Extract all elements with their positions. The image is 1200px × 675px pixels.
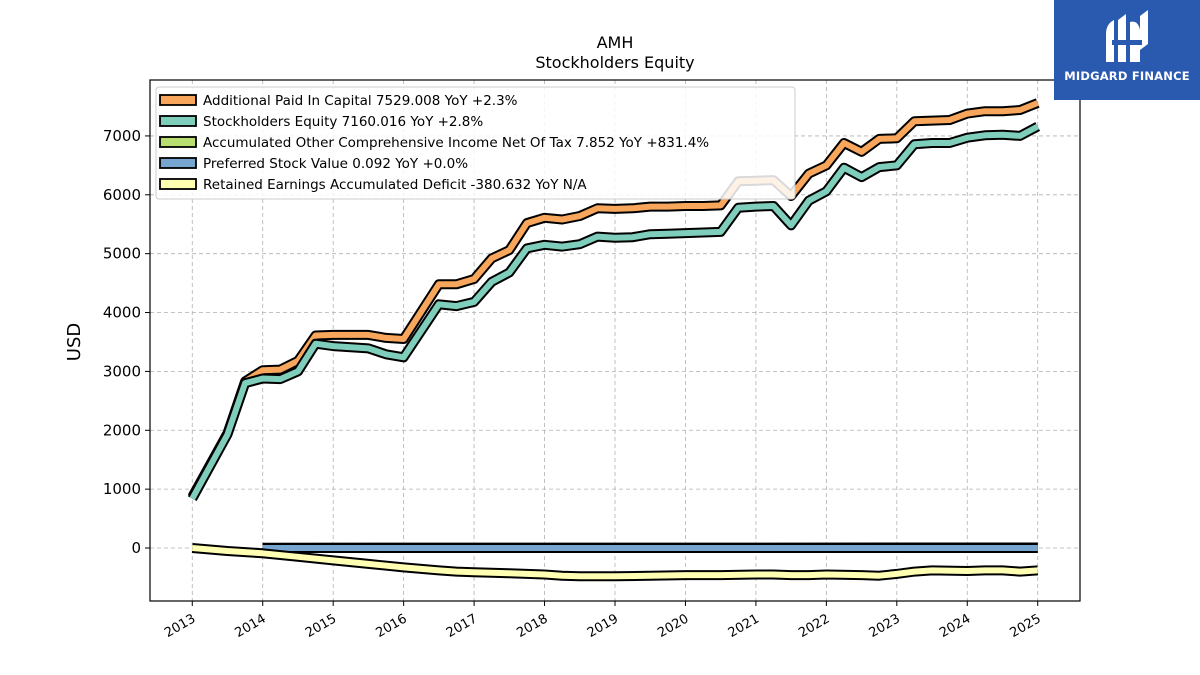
- x-tick-label: 2021: [726, 611, 762, 641]
- x-tick-label: 2025: [1008, 611, 1044, 641]
- chart-subtitle: Stockholders Equity: [535, 53, 694, 72]
- y-tick-label: 5000: [103, 245, 141, 263]
- y-tick-label: 2000: [103, 421, 141, 439]
- x-tick-label: 2016: [373, 611, 409, 641]
- y-tick-label: 4000: [103, 304, 141, 322]
- legend-entry: Additional Paid In Capital 7529.008 YoY …: [203, 93, 518, 109]
- legend-entry: Retained Earnings Accumulated Deficit -3…: [203, 177, 587, 193]
- series-line-retained-earnings-accumulated-deficit: [192, 545, 1038, 580]
- y-axis-label: USD: [64, 323, 85, 361]
- x-tick-label: 2015: [303, 611, 339, 641]
- x-tick-label: 2024: [937, 611, 973, 641]
- x-tick-label: 2023: [867, 611, 903, 641]
- series-line-additional-paid-in-capital: [189, 100, 1039, 499]
- y-tick-label: 6000: [103, 186, 141, 204]
- series-lines: [187, 98, 1041, 582]
- legend-entry: Stockholders Equity 7160.016 YoY +2.8%: [203, 114, 483, 130]
- x-axis-ticks: 2013 2014 2015 2016 2017 2018 2019 2020 2021 2022…: [162, 601, 1044, 641]
- legend-entry: Accumulated Other Comprehensive Income N…: [203, 135, 709, 151]
- x-tick-label: 2018: [514, 611, 550, 641]
- legend-swatch: [159, 178, 197, 190]
- y-tick-label: 3000: [103, 362, 141, 380]
- x-tick-label: 2014: [233, 611, 269, 641]
- x-tick-label: 2020: [655, 611, 691, 641]
- y-tick-label: 1000: [103, 480, 141, 498]
- x-tick-label: 2019: [585, 611, 621, 641]
- legend-swatch: [159, 115, 197, 127]
- y-tick-label: 7000: [103, 127, 141, 145]
- y-tick-label: 0: [131, 539, 141, 557]
- chart-title: AMH: [597, 33, 634, 52]
- midgard-logo-icon: [1106, 10, 1148, 63]
- legend-box: [155, 86, 796, 200]
- series-line-stockholders-equity: [189, 123, 1040, 501]
- legend-swatch: [159, 136, 197, 148]
- legend-entry: Preferred Stock Value 0.092 YoY +0.0%: [203, 156, 468, 172]
- legend-swatch: [159, 157, 197, 169]
- y-axis-ticks: 0 1000 2000 3000 4000 5000 6000 7000: [103, 127, 150, 557]
- legend: Additional Paid In Capital 7529.008 YoY …: [155, 86, 796, 200]
- x-tick-label: 2017: [444, 611, 480, 641]
- brand-logo: MIDGARD FINANCE: [1054, 0, 1200, 100]
- x-tick-label: 2022: [796, 611, 832, 641]
- legend-swatch: [159, 94, 197, 106]
- brand-name: MIDGARD FINANCE: [1064, 69, 1190, 83]
- x-tick-label: 2013: [162, 611, 198, 641]
